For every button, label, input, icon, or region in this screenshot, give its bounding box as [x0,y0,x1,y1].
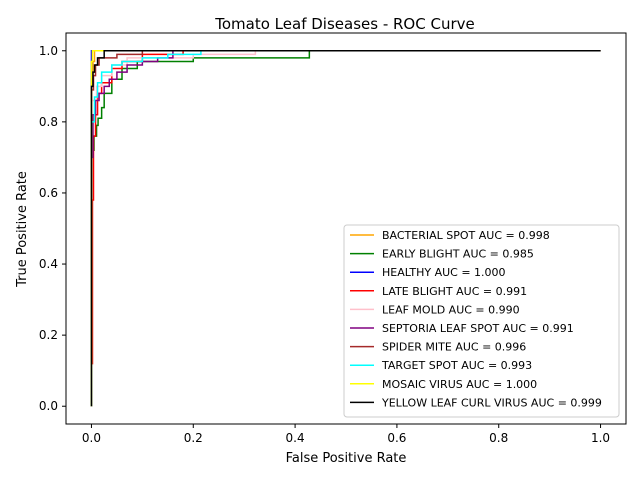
x-tick-label: 0.6 [387,431,406,445]
x-tick-label: 0.2 [184,431,203,445]
legend-label: TARGET SPOT AUC = 0.993 [381,359,532,372]
legend: BACTERIAL SPOT AUC = 0.998 EARLY BLIGHT A… [343,224,620,418]
x-tick-label: 0.0 [82,431,101,445]
legend-box [343,224,620,418]
legend-label: SPIDER MITE AUC = 0.996 [382,341,526,354]
chart-title: Tomato Leaf Diseases - ROC Curve [214,15,474,33]
plot-lines [90,50,601,407]
x-axis-label: False Positive Rate [286,451,407,466]
legend-label: YELLOW LEAF CURL VIRUS AUC = 0.999 [381,396,602,409]
legend-label: MOSAIC VIRUS AUC = 1.000 [382,378,537,391]
series-line-6 [90,50,601,407]
x-tick-label: 0.4 [286,431,305,445]
legend-label: EARLY BLIGHT AUC = 0.985 [382,248,534,261]
y-tick-label: 0.6 [39,186,58,200]
legend-label: SEPTORIA LEAF SPOT AUC = 0.991 [382,322,574,335]
x-axis-ticks: 0.0 0.2 0.4 0.6 0.8 1.0 [82,424,610,445]
legend-items: BACTERIAL SPOT AUC = 0.998 EARLY BLIGHT A… [350,229,602,409]
series-line-9 [90,50,601,407]
x-tick-label: 1.0 [591,431,610,445]
y-axis-ticks: 0.0 0.2 0.4 0.6 0.8 1.0 [39,44,66,413]
legend-label: BACTERIAL SPOT AUC = 0.998 [382,229,550,242]
y-tick-label: 0.4 [39,257,58,271]
series-line-7 [90,50,601,407]
y-tick-label: 1.0 [39,44,58,58]
y-tick-label: 0.8 [39,115,58,129]
y-axis-label: True Positive Rate [15,171,30,288]
plot-frame [65,32,627,425]
legend-label: LATE BLIGHT AUC = 0.991 [382,285,527,298]
legend-label: LEAF MOLD AUC = 0.990 [382,303,520,316]
y-tick-label: 0.2 [39,328,58,342]
y-tick-label: 0.0 [39,399,58,413]
legend-label: HEALTHY AUC = 1.000 [382,266,506,279]
x-tick-label: 0.8 [489,431,508,445]
